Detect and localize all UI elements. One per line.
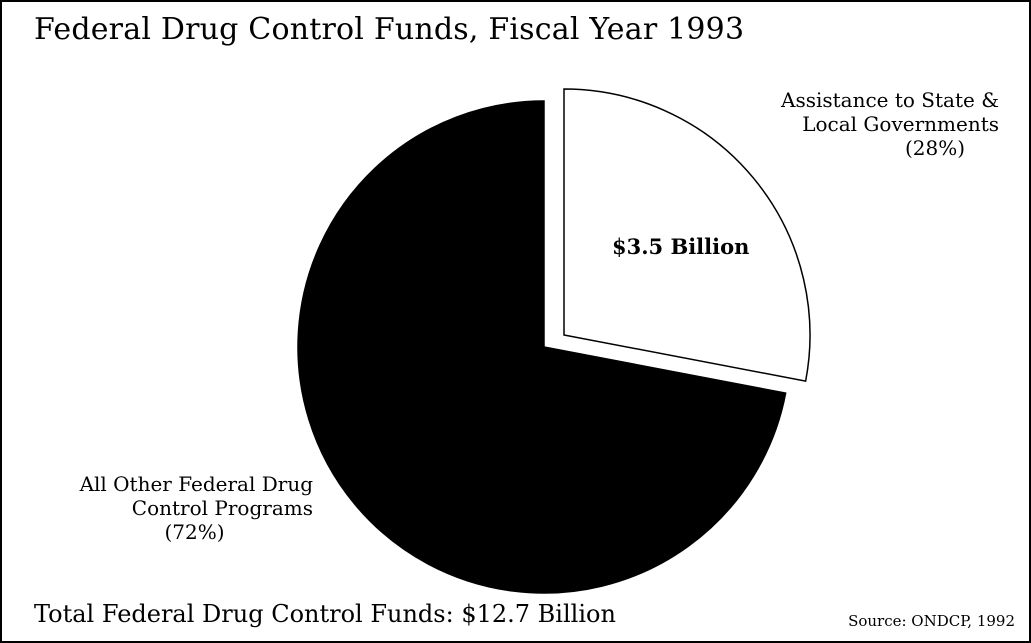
slice-label-all-other-programs: All Other Federal Drug Control Programs … [38,472,313,544]
slice-percent-label: (28%) [904,136,966,160]
slice-label-line: All Other Federal Drug [79,472,313,496]
slice-percent-label: (72%) [164,520,225,544]
slice-label-line: Assistance to State & [781,88,999,112]
slice-label-line: Control Programs [131,496,313,520]
slice-label-line: Local Governments [802,112,999,136]
chart-title: Federal Drug Control Funds, Fiscal Year … [34,12,745,47]
pie-slice-all-other-programs [297,100,787,594]
slice-value-label: $3.5 Billion [612,234,750,259]
pie-slice-state-local-assistance [563,88,811,382]
total-funds-label: Total Federal Drug Control Funds: $12.7 … [34,600,616,628]
slice-label-state-local-assistance: Assistance to State & Local Governments … [781,88,999,160]
source-note: Source: ONDCP, 1992 [848,612,1015,630]
